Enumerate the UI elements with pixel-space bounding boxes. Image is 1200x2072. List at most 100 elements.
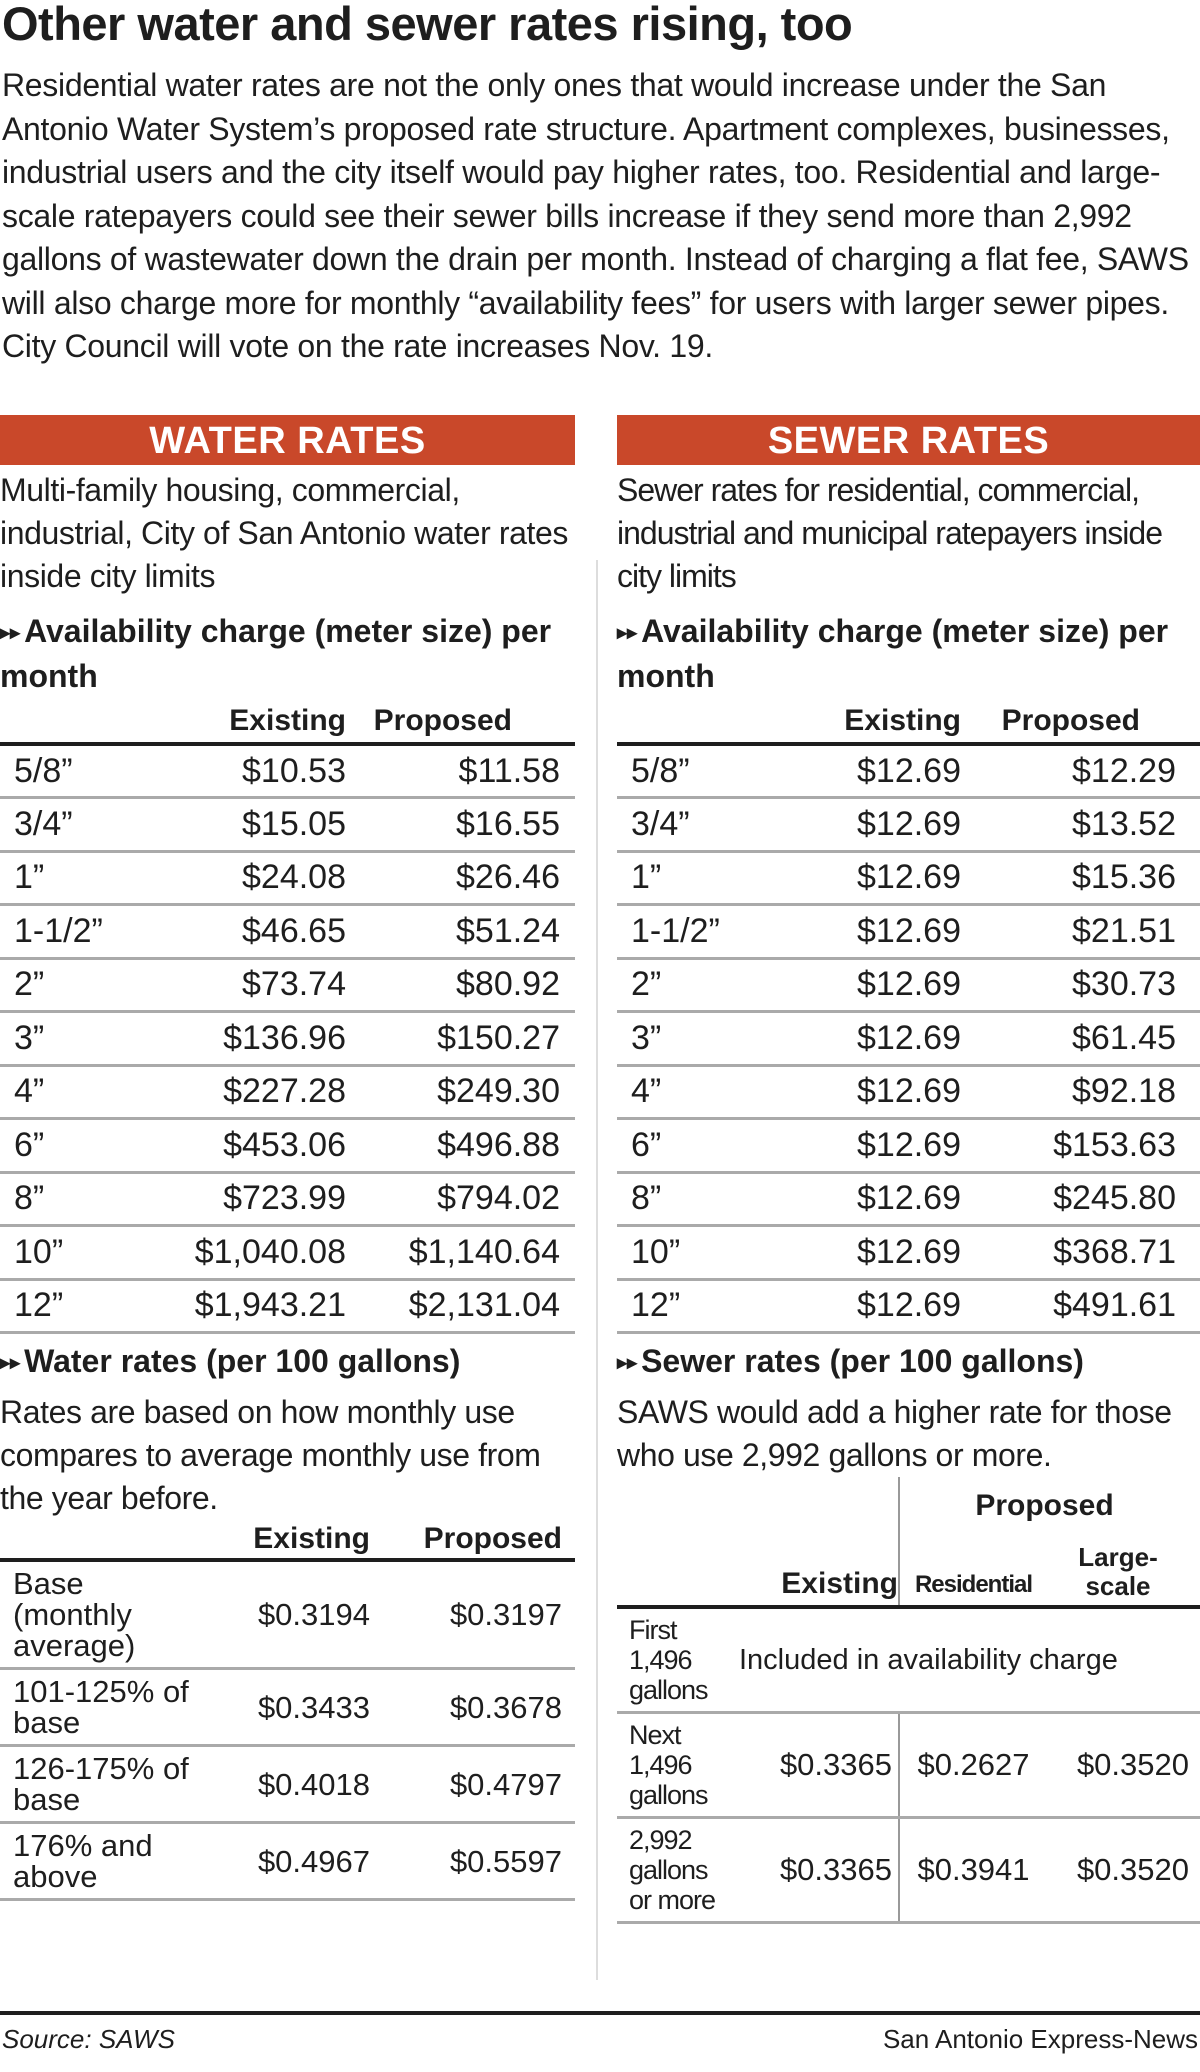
sewer-rates-section: SEWER RATES Sewer rates for residential,… — [617, 415, 1200, 1925]
existing-value: $0.4018 — [210, 1745, 370, 1825]
proposed-value: $80.92 — [346, 958, 560, 1014]
meter-size: 10” — [617, 1225, 737, 1281]
table-row: 12” $12.69 $491.61 — [617, 1279, 1200, 1335]
table-row: 3” $136.96 $150.27 — [0, 1011, 575, 1067]
proposed-value: $11.58 — [346, 744, 560, 800]
meter-size: 1” — [0, 851, 120, 907]
heading-text: Availability charge (meter size) per mon… — [0, 613, 552, 695]
existing-value: $15.05 — [120, 797, 346, 853]
col-proposed: Proposed — [346, 698, 560, 747]
table-row: 2,992 gallons or more $0.3365 $0.3941 $0.35… — [617, 1817, 1200, 1925]
column-divider — [596, 560, 598, 1980]
table-row: 1-1/2” $46.65 $51.24 — [0, 904, 575, 960]
water-desc: Multi-family housing, commercial, indust… — [0, 472, 568, 594]
included-note: Included in availability charge — [717, 1607, 1200, 1715]
table-row: 126-175% of base $0.4018 $0.4797 — [0, 1745, 575, 1825]
table-row: 2” $12.69 $30.73 — [617, 958, 1200, 1014]
meter-size: 10” — [0, 1225, 120, 1281]
meter-size: 1-1/2” — [0, 904, 120, 960]
proposed-value: $153.63 — [961, 1118, 1176, 1174]
proposed-value: $21.51 — [961, 904, 1176, 960]
existing-value: $12.69 — [737, 851, 961, 907]
table-row: 4” $12.69 $92.18 — [617, 1065, 1200, 1121]
table-row: 10” $1,040.08 $1,140.64 — [0, 1225, 575, 1281]
meter-size: 1” — [617, 851, 737, 907]
meter-size: 6” — [0, 1118, 120, 1174]
col-existing: Existing — [120, 698, 346, 747]
col-large-scale: Large-scale — [1078, 1542, 1158, 1602]
row-label: First 1,496 gallons — [617, 1607, 717, 1715]
intro-text: Residential water rates are not the only… — [2, 67, 1189, 364]
double-arrow-icon: ▸▸ — [0, 622, 21, 645]
col-proposed: Proposed — [370, 1520, 562, 1563]
existing-value: $227.28 — [120, 1065, 346, 1121]
existing-value: $12.69 — [737, 1172, 961, 1228]
sewer-rates-heading: ▸▸ Sewer rates (per 100 gallons) — [617, 1340, 1200, 1385]
existing-value: $12.69 — [737, 1118, 961, 1174]
water-rates-heading: ▸▸ Water rates (per 100 gallons) — [0, 1340, 575, 1385]
sewer-desc: Sewer rates for residential, commercial,… — [617, 472, 1163, 594]
meter-size: 3” — [617, 1011, 737, 1067]
meter-size: 5/8” — [0, 744, 120, 800]
double-arrow-icon: ▸▸ — [617, 1352, 638, 1375]
existing-value: $1,040.08 — [120, 1225, 346, 1281]
table-row: First 1,496 gallons Included in availabi… — [617, 1607, 1200, 1715]
table-row: 1” $24.08 $26.46 — [0, 851, 575, 907]
existing-value: $0.3194 — [210, 1560, 370, 1671]
water-rates-table: Existing Proposed Base (monthly average) $… — [0, 1520, 575, 1902]
meter-size: 12” — [0, 1279, 120, 1335]
proposed-value: $794.02 — [346, 1172, 560, 1228]
table-row: 4” $227.28 $249.30 — [0, 1065, 575, 1121]
meter-size: 3/4” — [617, 797, 737, 853]
table-row: 1” $12.69 $15.36 — [617, 851, 1200, 907]
residential-value: $0.3941 — [899, 1817, 1047, 1925]
water-rates-banner: WATER RATES — [0, 415, 575, 465]
double-arrow-icon: ▸▸ — [617, 622, 638, 645]
existing-value: $12.69 — [737, 1225, 961, 1281]
tier-label: 126-175% of base — [0, 1745, 210, 1825]
existing-value: $0.3433 — [210, 1668, 370, 1748]
sewer-avail-heading: ▸▸ Availability charge (meter size) per m… — [617, 610, 1200, 698]
col-residential: Residential — [914, 1571, 1033, 1599]
tier-label: Next 1,496 gallons — [617, 1712, 717, 1820]
col-existing: Existing — [737, 698, 961, 747]
existing-value: $0.4967 — [210, 1822, 370, 1902]
existing-value: $46.65 — [120, 904, 346, 960]
large-scale-value: $0.3520 — [1047, 1712, 1189, 1820]
sewer-avail-table: Existing Proposed 5/8” $12.69 $12.29 3/4” $12… — [617, 698, 1200, 1335]
source-note: Source: SAWS — [2, 2024, 175, 2054]
col-proposed: Proposed — [975, 1489, 1114, 1523]
table-row: 5/8” $12.69 $12.29 — [617, 744, 1200, 800]
existing-value: $136.96 — [120, 1011, 346, 1067]
proposed-value: $368.71 — [961, 1225, 1176, 1281]
meter-size: 4” — [0, 1065, 120, 1121]
proposed-value: $150.27 — [346, 1011, 560, 1067]
col-existing: Existing — [717, 1527, 900, 1608]
proposed-value: $249.30 — [346, 1065, 560, 1121]
existing-value: $73.74 — [120, 958, 346, 1014]
proposed-value: $13.52 — [961, 797, 1176, 853]
page-title: Other water and sewer rates rising, too — [2, 0, 853, 50]
proposed-value: $2,131.04 — [346, 1279, 560, 1335]
table-row: 6” $453.06 $496.88 — [0, 1118, 575, 1174]
footer-rule — [0, 2011, 1200, 2015]
existing-value: $12.69 — [737, 958, 961, 1014]
existing-value: $12.69 — [737, 1065, 961, 1121]
proposed-value: $26.46 — [346, 851, 560, 907]
large-scale-value: $0.3520 — [1047, 1817, 1189, 1925]
existing-value: $12.69 — [737, 1011, 961, 1067]
tier-label: 101-125% of base — [0, 1668, 210, 1748]
sewer-rates-banner: SEWER RATES — [617, 415, 1200, 465]
meter-size: 2” — [0, 958, 120, 1014]
existing-value: $10.53 — [120, 744, 346, 800]
credit: San Antonio Express-News — [882, 2024, 1198, 2054]
proposed-value: $12.29 — [961, 744, 1176, 800]
proposed-value: $0.4797 — [370, 1745, 562, 1825]
double-arrow-icon: ▸▸ — [0, 1352, 21, 1375]
existing-value: $12.69 — [737, 744, 961, 800]
existing-value: $12.69 — [737, 797, 961, 853]
tier-label: Base (monthly average) — [0, 1560, 210, 1671]
meter-size: 2” — [617, 958, 737, 1014]
proposed-value: $496.88 — [346, 1118, 560, 1174]
col-existing: Existing — [210, 1520, 370, 1563]
